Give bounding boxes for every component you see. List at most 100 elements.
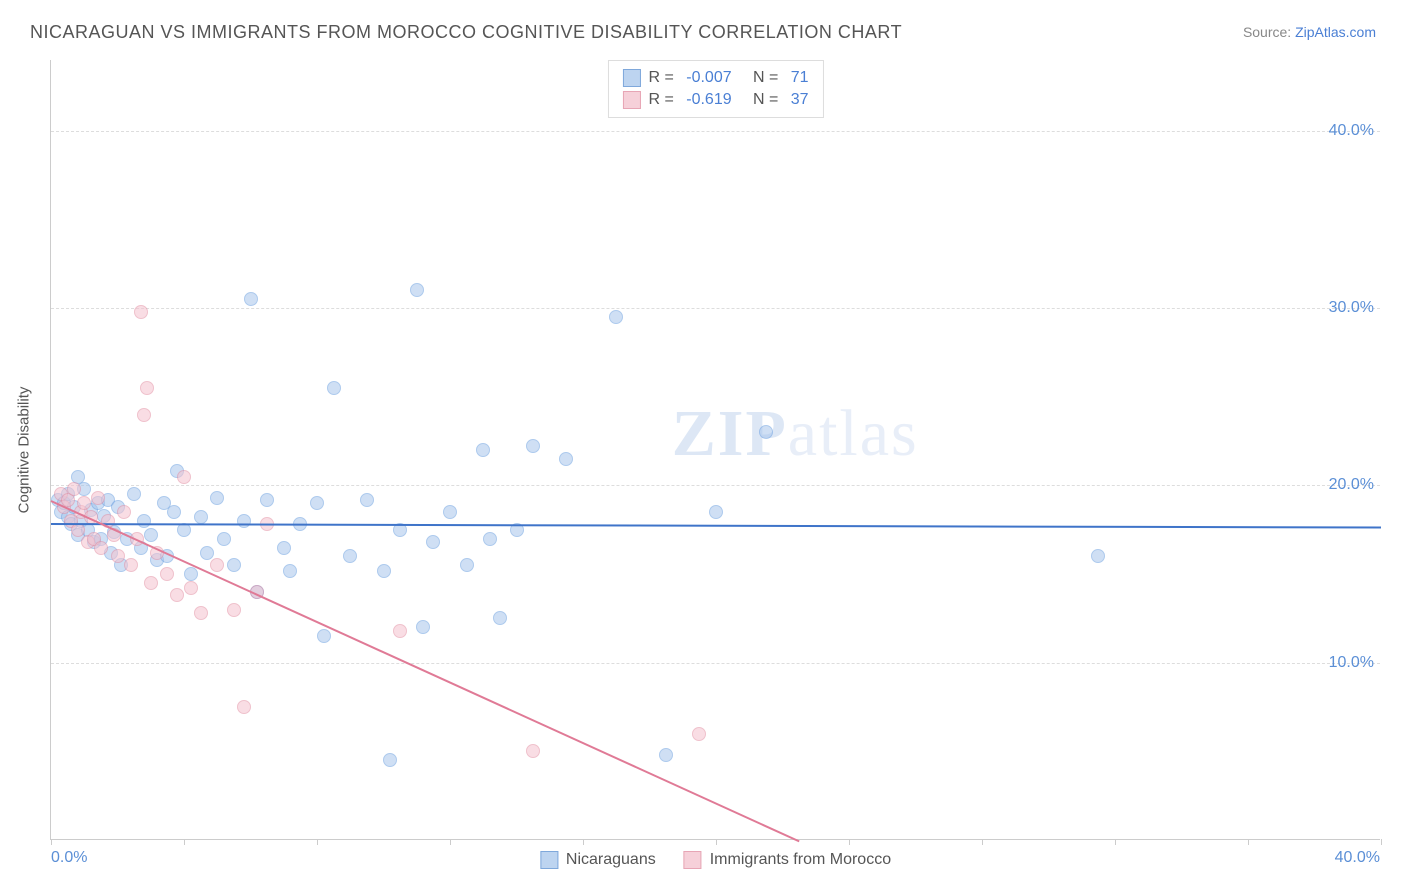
y-tick-label: 40.0% xyxy=(1329,122,1374,140)
x-tick xyxy=(51,839,52,845)
chart-title: NICARAGUAN VS IMMIGRANTS FROM MOROCCO CO… xyxy=(30,22,902,43)
x-tick xyxy=(184,839,185,845)
n-value-series2: 37 xyxy=(791,91,809,109)
scatter-point xyxy=(277,541,291,555)
legend-swatch-series2-bottom xyxy=(684,851,702,869)
scatter-point xyxy=(137,408,151,422)
legend-swatch-series1 xyxy=(622,69,640,87)
scatter-point xyxy=(360,493,374,507)
legend-swatch-series2 xyxy=(622,91,640,109)
scatter-point xyxy=(609,310,623,324)
x-tick xyxy=(1248,839,1249,845)
y-tick-label: 20.0% xyxy=(1329,476,1374,494)
x-tick xyxy=(450,839,451,845)
scatter-point xyxy=(377,564,391,578)
scatter-point xyxy=(111,549,125,563)
scatter-point xyxy=(416,620,430,634)
y-tick-label: 10.0% xyxy=(1329,654,1374,672)
legend-bottom: Nicaraguans Immigrants from Morocco xyxy=(540,851,891,869)
scatter-point xyxy=(526,744,540,758)
watermark-atlas: atlas xyxy=(788,397,919,470)
x-axis-min-label: 0.0% xyxy=(51,849,87,867)
gridline xyxy=(51,308,1380,309)
scatter-point xyxy=(227,603,241,617)
legend-label-series1: Nicaraguans xyxy=(566,851,656,869)
scatter-point xyxy=(559,452,573,466)
x-tick xyxy=(1115,839,1116,845)
legend-item-series2: Immigrants from Morocco xyxy=(684,851,891,869)
scatter-point xyxy=(127,487,141,501)
scatter-point xyxy=(443,505,457,519)
scatter-point xyxy=(483,532,497,546)
scatter-point xyxy=(117,505,131,519)
legend-row-series2: R = -0.619 N = 37 xyxy=(622,89,808,111)
scatter-point xyxy=(94,541,108,555)
gridline xyxy=(51,485,1380,486)
gridline xyxy=(51,663,1380,664)
legend-correlation-box: R = -0.007 N = 71 R = -0.619 N = 37 xyxy=(607,60,823,118)
plot-container: Cognitive Disability ZIPatlas R = -0.007… xyxy=(50,60,1380,840)
scatter-point xyxy=(343,549,357,563)
scatter-point xyxy=(327,381,341,395)
n-label: N = xyxy=(740,69,783,87)
scatter-point xyxy=(194,606,208,620)
scatter-point xyxy=(91,491,105,505)
scatter-point xyxy=(184,581,198,595)
scatter-point xyxy=(237,514,251,528)
watermark: ZIPatlas xyxy=(672,396,919,472)
n-label: N = xyxy=(740,91,783,109)
source-link[interactable]: ZipAtlas.com xyxy=(1295,24,1376,40)
scatter-point xyxy=(177,470,191,484)
scatter-point xyxy=(160,567,174,581)
scatter-point xyxy=(393,624,407,638)
scatter-point xyxy=(759,425,773,439)
x-tick xyxy=(583,839,584,845)
x-tick xyxy=(716,839,717,845)
scatter-point xyxy=(217,532,231,546)
scatter-point xyxy=(283,564,297,578)
scatter-point xyxy=(137,514,151,528)
scatter-point xyxy=(124,558,138,572)
scatter-point xyxy=(134,305,148,319)
x-tick xyxy=(1381,839,1382,845)
scatter-point xyxy=(184,567,198,581)
plot-area: ZIPatlas R = -0.007 N = 71 R = -0.619 N … xyxy=(50,60,1380,840)
y-axis-label: Cognitive Disability xyxy=(16,387,33,514)
y-tick-label: 30.0% xyxy=(1329,299,1374,317)
scatter-point xyxy=(317,629,331,643)
gridline xyxy=(51,131,1380,132)
legend-row-series1: R = -0.007 N = 71 xyxy=(622,67,808,89)
scatter-point xyxy=(476,443,490,457)
trend-line xyxy=(51,523,1381,529)
scatter-point xyxy=(237,700,251,714)
scatter-point xyxy=(200,546,214,560)
source-prefix: Source: xyxy=(1243,24,1295,40)
scatter-point xyxy=(410,283,424,297)
r-label: R = xyxy=(648,91,678,109)
scatter-point xyxy=(659,748,673,762)
scatter-point xyxy=(210,491,224,505)
scatter-point xyxy=(310,496,324,510)
source-attribution: Source: ZipAtlas.com xyxy=(1243,24,1376,40)
scatter-point xyxy=(167,505,181,519)
legend-swatch-series1-bottom xyxy=(540,851,558,869)
scatter-point xyxy=(244,292,258,306)
r-value-series2: -0.619 xyxy=(686,91,731,109)
scatter-point xyxy=(426,535,440,549)
scatter-point xyxy=(170,588,184,602)
scatter-point xyxy=(709,505,723,519)
scatter-point xyxy=(460,558,474,572)
scatter-point xyxy=(67,482,81,496)
x-tick xyxy=(317,839,318,845)
x-tick xyxy=(982,839,983,845)
scatter-point xyxy=(493,611,507,625)
scatter-point xyxy=(144,528,158,542)
legend-label-series2: Immigrants from Morocco xyxy=(710,851,891,869)
scatter-point xyxy=(210,558,224,572)
scatter-point xyxy=(383,753,397,767)
legend-item-series1: Nicaraguans xyxy=(540,851,656,869)
scatter-point xyxy=(227,558,241,572)
trend-line xyxy=(51,500,800,842)
scatter-point xyxy=(1091,549,1105,563)
r-value-series1: -0.007 xyxy=(686,69,731,87)
